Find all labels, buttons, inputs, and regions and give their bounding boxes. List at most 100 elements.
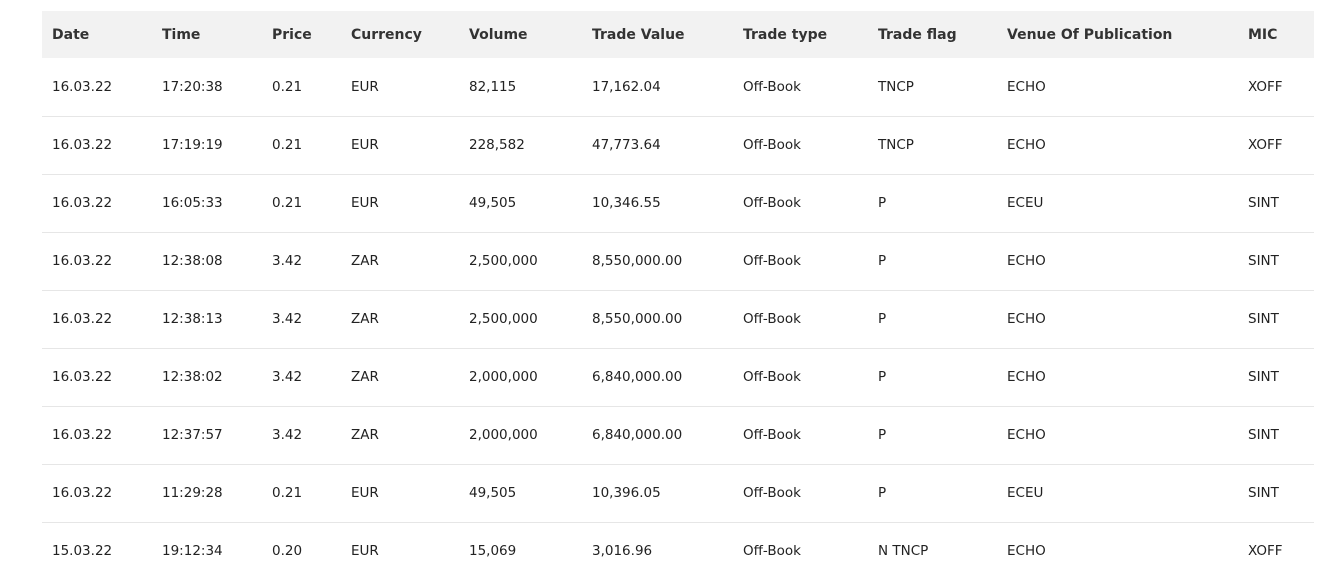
cell-currency: EUR xyxy=(351,137,379,153)
cell-trade-value: 3,016.96 xyxy=(592,543,653,560)
cell-volume: 49,505 xyxy=(469,195,517,211)
cell-time: 12:38:13 xyxy=(162,311,223,327)
cell-mic: XOFF xyxy=(1248,543,1283,560)
cell-trade-value: 8,550,000.00 xyxy=(592,253,683,269)
cell-currency: ZAR xyxy=(351,427,379,443)
cell-currency: EUR xyxy=(351,485,379,501)
cell-currency: EUR xyxy=(351,195,379,211)
cell-mic: SINT xyxy=(1248,311,1279,327)
cell-volume: 82,115 xyxy=(469,78,517,95)
cell-trade-type: Off-Book xyxy=(743,195,801,211)
cell-time: 16:05:33 xyxy=(162,195,223,211)
cell-trade-type: Off-Book xyxy=(743,485,801,501)
cell-venue: ECEU xyxy=(1007,485,1044,501)
cell-time: 12:38:08 xyxy=(162,253,223,269)
cell-venue: ECHO xyxy=(1007,369,1046,385)
cell-date: 16.03.22 xyxy=(52,311,113,327)
cell-volume: 2,500,000 xyxy=(469,253,538,269)
cell-mic: SINT xyxy=(1248,195,1279,211)
column-header-price[interactable]: Price xyxy=(272,26,312,43)
cell-date: 16.03.22 xyxy=(52,485,113,501)
cell-price: 3.42 xyxy=(272,311,303,327)
cell-volume: 2,000,000 xyxy=(469,369,538,385)
cell-trade-value: 10,346.55 xyxy=(592,195,661,211)
cell-mic: SINT xyxy=(1248,485,1279,501)
cell-venue: ECHO xyxy=(1007,137,1046,153)
cell-date: 16.03.22 xyxy=(52,253,113,269)
cell-volume: 49,505 xyxy=(469,485,517,501)
cell-time: 19:12:34 xyxy=(162,543,223,560)
cell-price: 3.42 xyxy=(272,253,303,269)
cell-trade-flag: N TNCP xyxy=(878,543,929,560)
cell-trade-type: Off-Book xyxy=(743,253,801,269)
cell-time: 12:37:57 xyxy=(162,427,223,443)
column-header-time[interactable]: Time xyxy=(162,26,201,43)
table-row: 16.03.22 12:38:08 3.42 ZAR 2,500,000 8,5… xyxy=(42,232,1314,290)
cell-volume: 228,582 xyxy=(469,137,525,153)
column-header-date[interactable]: Date xyxy=(52,26,90,43)
cell-volume: 15,069 xyxy=(469,543,517,560)
cell-trade-value: 6,840,000.00 xyxy=(592,427,683,443)
cell-mic: SINT xyxy=(1248,369,1279,385)
cell-trade-flag: P xyxy=(878,485,887,501)
table-row: 16.03.22 17:19:19 0.21 EUR 228,582 47,77… xyxy=(42,116,1314,174)
cell-trade-flag: P xyxy=(878,253,887,269)
cell-trade-value: 47,773.64 xyxy=(592,137,661,153)
column-header-trade-value[interactable]: Trade Value xyxy=(592,26,685,43)
cell-price: 3.42 xyxy=(272,427,303,443)
column-header-mic[interactable]: MIC xyxy=(1248,26,1278,43)
cell-date: 16.03.22 xyxy=(52,427,113,443)
table-row: 16.03.22 11:29:28 0.21 EUR 49,505 10,396… xyxy=(42,464,1314,522)
table-row: 16.03.22 12:37:57 3.42 ZAR 2,000,000 6,8… xyxy=(42,406,1314,464)
cell-trade-type: Off-Book xyxy=(743,427,801,443)
table-row: 15.03.22 19:12:34 0.20 EUR 15,069 3,016.… xyxy=(42,522,1314,580)
cell-time: 12:38:02 xyxy=(162,369,223,385)
cell-currency: ZAR xyxy=(351,369,379,385)
table-row: 16.03.22 16:05:33 0.21 EUR 49,505 10,346… xyxy=(42,174,1314,232)
cell-trade-type: Off-Book xyxy=(743,311,801,327)
cell-trade-flag: TNCP xyxy=(878,137,914,153)
cell-trade-flag: TNCP xyxy=(878,78,914,95)
cell-date: 16.03.22 xyxy=(52,137,113,153)
cell-venue: ECHO xyxy=(1007,78,1046,95)
cell-price: 0.21 xyxy=(272,137,303,153)
column-header-currency[interactable]: Currency xyxy=(351,26,422,43)
column-header-trade-type[interactable]: Trade type xyxy=(743,26,828,43)
cell-currency: EUR xyxy=(351,78,379,95)
cell-venue: ECHO xyxy=(1007,253,1046,269)
cell-currency: ZAR xyxy=(351,311,379,327)
cell-price: 0.21 xyxy=(272,78,303,95)
table-row: 16.03.22 12:38:13 3.42 ZAR 2,500,000 8,5… xyxy=(42,290,1314,348)
trades-table-container: Date Time Price Currency Volume Trade Va… xyxy=(42,11,1314,580)
cell-venue: ECHO xyxy=(1007,311,1046,327)
cell-venue: ECHO xyxy=(1007,543,1046,560)
cell-date: 16.03.22 xyxy=(52,369,113,385)
cell-trade-type: Off-Book xyxy=(743,137,801,153)
cell-trade-type: Off-Book xyxy=(743,369,801,385)
cell-volume: 2,500,000 xyxy=(469,311,538,327)
header-row: Date Time Price Currency Volume Trade Va… xyxy=(42,11,1314,58)
cell-trade-value: 17,162.04 xyxy=(592,78,661,95)
cell-price: 0.20 xyxy=(272,543,303,560)
cell-time: 11:29:28 xyxy=(162,485,223,501)
cell-trade-flag: P xyxy=(878,427,887,443)
cell-date: 16.03.22 xyxy=(52,78,113,95)
table-row: 16.03.22 17:20:38 0.21 EUR 82,115 17,162… xyxy=(42,58,1314,116)
cell-trade-flag: P xyxy=(878,311,887,327)
cell-volume: 2,000,000 xyxy=(469,427,538,443)
cell-trade-value: 6,840,000.00 xyxy=(592,369,683,385)
trades-table: Date Time Price Currency Volume Trade Va… xyxy=(42,11,1314,580)
cell-time: 17:20:38 xyxy=(162,78,223,95)
cell-price: 0.21 xyxy=(272,195,303,211)
cell-mic: XOFF xyxy=(1248,78,1283,95)
cell-venue: ECHO xyxy=(1007,427,1046,443)
cell-mic: SINT xyxy=(1248,253,1279,269)
cell-mic: SINT xyxy=(1248,427,1279,443)
table-body: 16.03.22 17:20:38 0.21 EUR 82,115 17,162… xyxy=(42,58,1314,580)
column-header-volume[interactable]: Volume xyxy=(469,26,528,43)
cell-trade-value: 10,396.05 xyxy=(592,485,661,501)
cell-venue: ECEU xyxy=(1007,195,1044,211)
cell-time: 17:19:19 xyxy=(162,137,223,153)
column-header-venue[interactable]: Venue Of Publication xyxy=(1007,26,1173,43)
column-header-trade-flag[interactable]: Trade flag xyxy=(878,26,957,43)
